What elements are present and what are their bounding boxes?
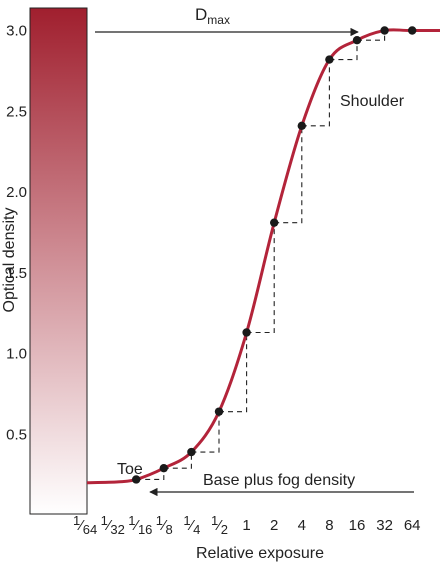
data-point [242,328,251,337]
y-tick-labels: 0.5 1.0 1.5 2.0 2.5 3.0 [6,23,27,444]
x-tick-label: 2 [270,517,278,534]
y-tick-label: 1.5 [6,265,27,282]
data-point [270,218,279,227]
dmax-label: Dmax [195,5,230,27]
y-tick-label: 3.0 [6,23,27,40]
x-tick-label: 16 [349,517,366,534]
y-tick-label: 0.5 [6,426,27,443]
step-line [329,40,358,61]
x-tick-label: 1⁄16 [128,513,152,537]
x-tick-label: 1⁄4 [183,513,200,537]
y-tick-label: 1.0 [6,346,27,363]
x-tick-label: 1⁄8 [156,513,173,537]
data-point [187,447,196,457]
x-tick-label: 1⁄2 [211,513,228,537]
shoulder-label: Shoulder [340,93,405,110]
data-points [132,26,417,484]
y-axis-label: Optical density [1,208,18,313]
x-tick-label: 1⁄32 [101,513,125,537]
step-line [357,30,386,41]
toe-label: Toe [117,461,143,478]
x-tick-label: 1 [242,517,250,534]
x-tick-label: 32 [376,517,393,534]
data-point [325,55,334,64]
dashed-step-lines [136,30,386,481]
x-tick-labels: 1⁄641⁄321⁄161⁄8 1⁄4 1⁄2 1 2 4 8 16 32 64 [73,513,421,537]
step-line [301,59,330,127]
step-line [219,332,248,413]
x-tick-label: 64 [404,517,421,534]
data-point [159,463,168,473]
x-tick-label: 1⁄64 [73,513,97,537]
base-fog-label: Base plus fog density [203,472,355,489]
x-tick-label: 4 [298,517,306,534]
y-tick-label: 2.5 [6,103,27,120]
dmax-label-main: D [195,5,207,24]
data-point [214,407,224,416]
data-point [408,26,417,35]
dmax-label-sub: max [207,13,230,27]
step-line [136,468,165,481]
step-line [191,411,220,453]
data-point [380,26,389,35]
data-point [352,35,362,45]
x-axis-label: Relative exposure [196,545,324,562]
x-tick-label: 8 [325,517,333,534]
density-scale-bar [29,7,88,515]
step-line [163,452,192,469]
step-line [274,125,303,224]
data-point [297,121,306,130]
y-tick-label: 2.0 [6,184,27,201]
data-point [132,475,141,484]
step-line [246,222,275,334]
